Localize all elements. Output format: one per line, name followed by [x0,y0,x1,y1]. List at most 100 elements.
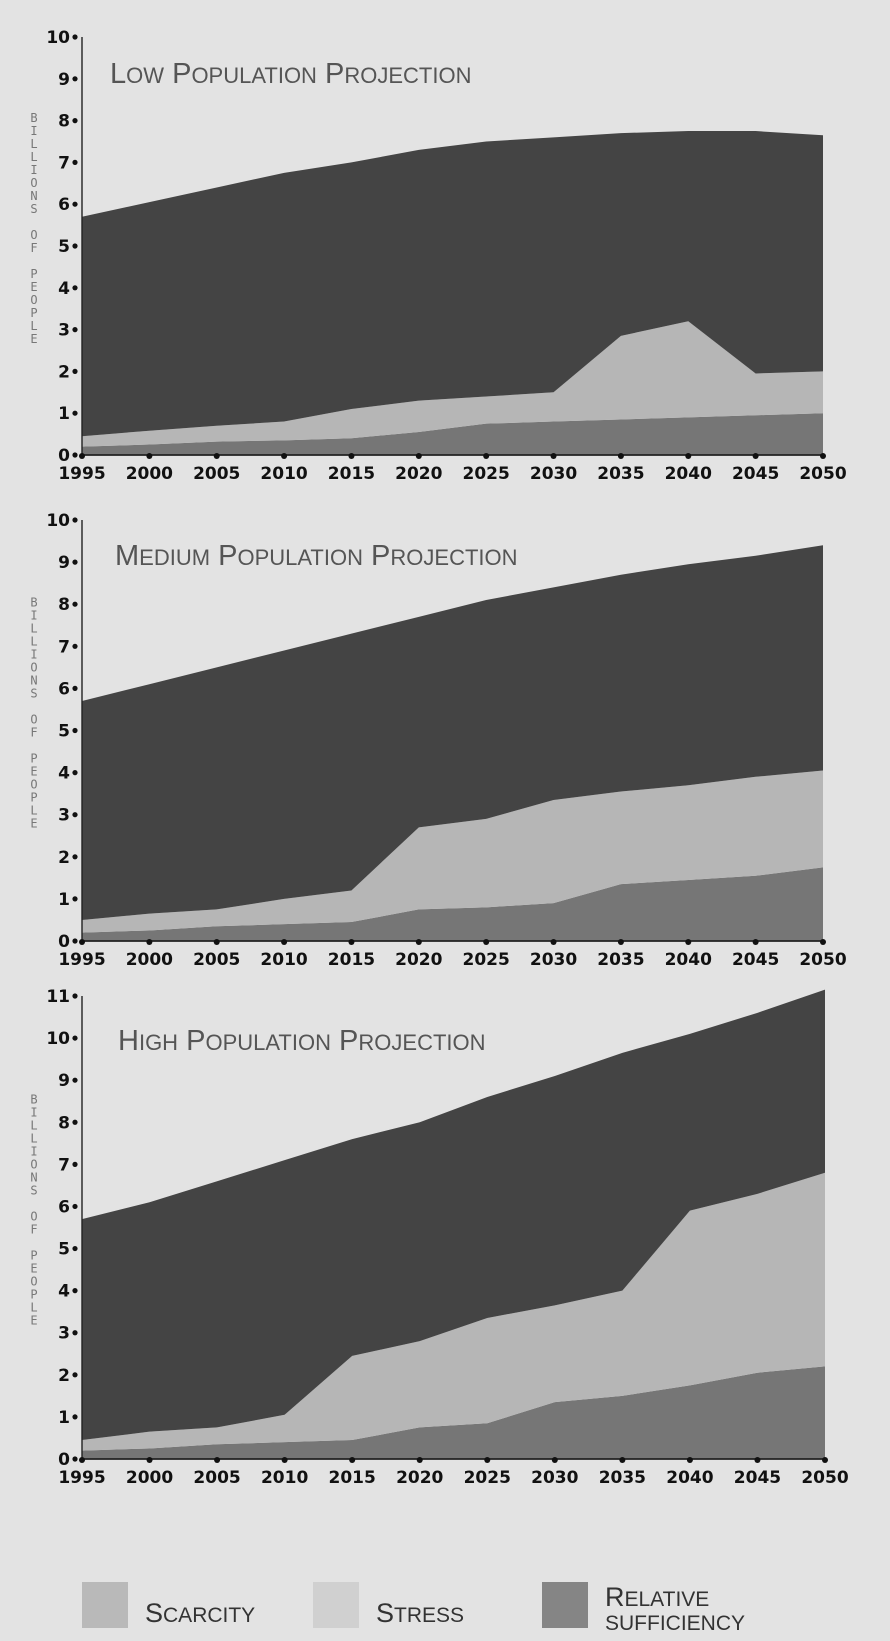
y-tick-dot [72,770,78,776]
y-tick-label: 4 [58,764,70,784]
x-tick-label: 1995 [58,1468,105,1488]
svg-text:O: O [30,228,37,242]
y-tick-label: 6 [58,679,70,699]
area-stress [82,1172,825,1451]
x-tick-label: 2020 [395,464,442,484]
x-tick-dot [685,453,692,459]
x-tick-label: 2020 [396,1468,443,1488]
area-stress [82,321,823,447]
svg-text:I: I [30,163,37,177]
y-tick-label: 9 [58,1071,70,1091]
svg-text:N: N [30,189,37,203]
svg-text:B: B [30,1093,37,1107]
y-tick-dot [72,1161,78,1167]
y-tick-dot [72,517,78,523]
x-tick-label: 2045 [732,464,779,484]
legend-item-scarcity: SCARCITY [82,1582,255,1628]
x-tick-label: 2045 [732,950,779,970]
svg-text:E: E [30,332,37,346]
y-tick-dot [72,1456,78,1462]
svg-text:P: P [30,791,37,805]
y-tick-label: 8 [58,112,70,132]
x-tick-label: 2045 [734,1468,781,1488]
y-tick-dot [72,1330,78,1336]
svg-text:P: P [30,306,37,320]
x-tick-label: 2040 [665,464,712,484]
x-tick-label: 1995 [58,464,105,484]
x-tick-label: 1995 [58,950,105,970]
y-tick-dot [72,1035,78,1041]
legend-label: STRESS [376,1598,464,1628]
x-tick-dot [281,453,288,459]
x-tick-label: 2050 [801,1468,848,1488]
svg-text:E: E [30,1262,37,1276]
x-tick-dot [415,453,422,459]
y-tick-label: 0 [58,932,70,952]
y-tick-label: 7 [58,153,70,173]
chart-panel-1: 0 1 2 3 4 5 6 7 8 9 10 1995 2000 2005 2010 2015 2020 2025… [30,28,846,484]
x-tick-dot [617,453,624,459]
y-tick-label: 9 [58,70,70,90]
x-tick-label: 2030 [530,950,577,970]
x-tick-label: 2010 [261,1468,308,1488]
x-tick-dot [416,1457,423,1463]
x-tick-label: 2040 [665,950,712,970]
x-tick-dot [415,939,422,945]
x-tick-dot [752,939,759,945]
area-stress [82,770,823,933]
y-tick-label: 9 [58,553,70,573]
x-tick-dot [214,1457,221,1463]
y-tick-dot [72,243,78,249]
x-tick-label: 2035 [599,1468,646,1488]
x-tick-label: 2025 [463,950,510,970]
y-tick-label: 6 [58,195,70,215]
svg-text:I: I [30,648,37,662]
x-tick-label: 2030 [530,464,577,484]
x-tick-dot [213,939,220,945]
svg-text:I: I [30,1145,37,1159]
x-tick-label: 2050 [799,464,846,484]
y-tick-dot [72,1288,78,1294]
y-tick-label: 10 [46,511,70,531]
y-tick-label: 4 [58,1282,70,1302]
y-tick-dot [72,1203,78,1210]
x-tick-label: 2015 [329,1468,376,1488]
svg-text:L: L [30,1132,37,1146]
x-tick-label: 2005 [193,950,240,970]
x-tick-label: 2050 [799,950,846,970]
svg-text:F: F [30,1223,37,1237]
y-tick-dot [72,559,78,565]
svg-text:L: L [30,150,37,164]
x-tick-dot [146,1457,153,1463]
x-tick-dot [686,1457,693,1463]
x-tick-dot [820,453,826,459]
x-tick-dot [483,939,490,945]
svg-text:L: L [30,635,37,649]
chart-panel-3: 0 1 2 3 4 5 6 7 8 9 10 11 1995 2000 2005 2010 2015 2020 20… [30,987,848,1488]
x-tick-label: 2035 [597,950,644,970]
svg-text:B: B [30,111,37,125]
x-tick-dot [752,453,759,459]
x-tick-label: 2030 [531,1468,578,1488]
y-tick-dot [72,1372,78,1378]
svg-text:E: E [30,1314,37,1328]
y-tick-dot [72,368,78,374]
x-tick-dot [550,453,557,459]
x-tick-dot [213,453,220,459]
x-tick-dot [822,1457,828,1463]
legend-label: SCARCITY [145,1598,255,1628]
svg-text:L: L [30,319,37,333]
y-tick-label: 0 [58,1450,70,1470]
svg-text:S: S [30,202,37,216]
svg-text:L: L [30,804,37,818]
x-tick-dot [551,1457,558,1463]
x-tick-dot [281,1457,288,1463]
y-tick-dot [72,938,78,944]
x-tick-dot [685,939,692,945]
y-tick-label: 7 [58,637,70,657]
y-tick-dot [72,159,78,165]
x-tick-label: 2015 [328,464,375,484]
y-tick-label: 1 [58,890,70,910]
